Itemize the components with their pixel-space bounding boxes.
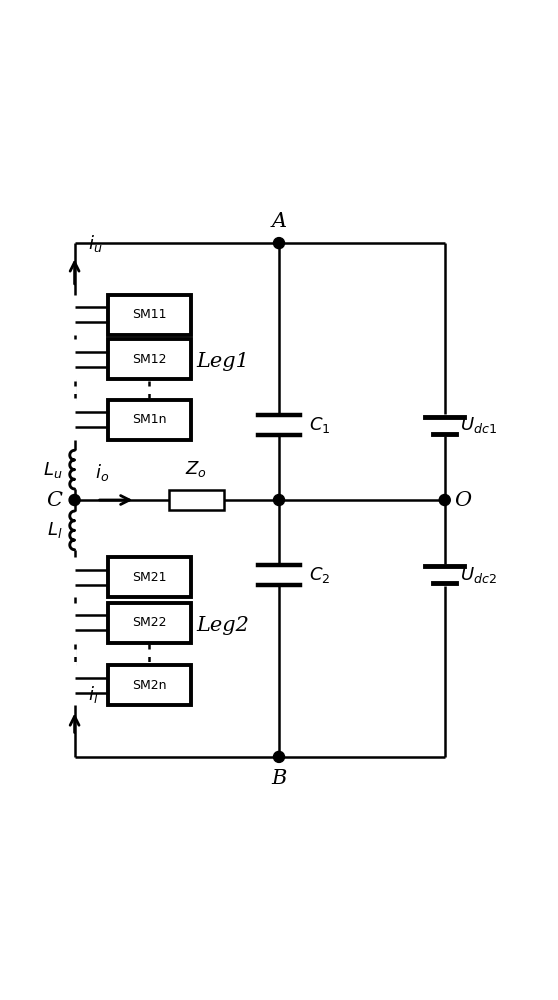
Text: $U_{dc2}$: $U_{dc2}$: [460, 565, 497, 585]
Text: $L_l$: $L_l$: [47, 520, 62, 540]
Text: SM11: SM11: [132, 308, 166, 321]
Text: $U_{dc1}$: $U_{dc1}$: [460, 415, 497, 435]
Circle shape: [439, 494, 450, 506]
Circle shape: [273, 751, 285, 762]
Bar: [108, 339, 191, 379]
Bar: [108, 665, 191, 705]
Bar: [108, 557, 191, 597]
Bar: [169, 490, 224, 510]
Text: Leg2: Leg2: [196, 616, 249, 635]
Text: SM1n: SM1n: [132, 413, 166, 426]
Bar: [108, 400, 191, 440]
Text: C: C: [46, 490, 62, 510]
Text: B: B: [271, 769, 287, 788]
Bar: [108, 295, 191, 335]
Text: $L_u$: $L_u$: [43, 460, 62, 480]
Text: SM12: SM12: [132, 353, 166, 366]
Text: $Z_o$: $Z_o$: [185, 459, 207, 479]
Text: $i_l$: $i_l$: [88, 684, 99, 705]
Text: Leg1: Leg1: [196, 352, 249, 371]
Text: $C_2$: $C_2$: [309, 565, 331, 585]
Text: SM2n: SM2n: [132, 679, 166, 692]
Text: $i_o$: $i_o$: [95, 462, 109, 483]
Text: A: A: [271, 212, 287, 231]
Text: SM21: SM21: [132, 571, 166, 584]
Bar: [108, 603, 191, 643]
Text: $C_1$: $C_1$: [309, 415, 331, 435]
Text: O: O: [455, 490, 472, 510]
Circle shape: [273, 238, 285, 249]
Circle shape: [69, 494, 80, 506]
Circle shape: [273, 494, 285, 506]
Text: $i_u$: $i_u$: [88, 233, 103, 254]
Text: SM22: SM22: [132, 616, 166, 629]
